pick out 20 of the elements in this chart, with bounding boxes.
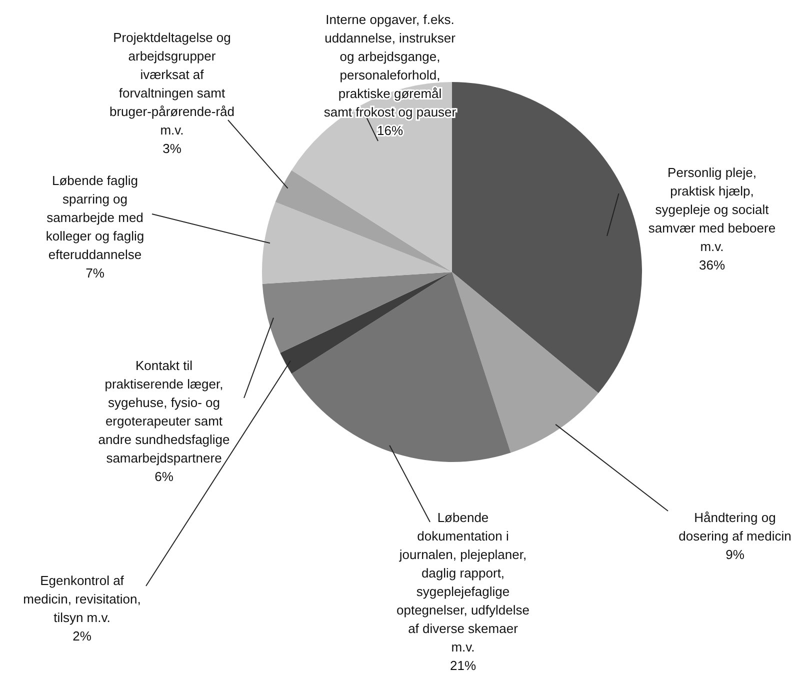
slice-label: Personlig pleje, praktisk hjælp, sygepleje og socialt samvær med beboere m.v. (648, 165, 776, 254)
data-label: 2% (72, 628, 92, 644)
data-label: 21% (450, 658, 476, 673)
slice-label: Løbende faglig sparring og samarbejde med kolleger og faglig efteruddannelse (46, 173, 144, 262)
pie-slice (452, 272, 598, 453)
pie-slice (292, 272, 511, 462)
data-label: 7% (86, 266, 105, 280)
pie-slice (262, 272, 452, 353)
data-label: 9% (726, 547, 745, 562)
slice-label: Løbende dokumentation i journalen, plejeplaner, daglig rapport, sygeplejefaglige optegnelser, udfyldelse af diverse skemaer m.v. (396, 510, 530, 654)
slice-label: Egenkontrol af medicin, revisitation, tilsyn m.v. (23, 573, 141, 625)
data-label: 6% (154, 469, 174, 484)
slice-label: Projektdeltagelse og arbejdsgrupper iværksat af forvaltningen samt bruger-pårørende-råd m.v. (109, 30, 235, 138)
data-label: 16% (376, 123, 404, 138)
slice-label: Kontakt til praktiserende læger, sygehuse, fysio- og ergoterapeuter samt andre sundhedsfaglige samarbejdspartnere (98, 358, 230, 466)
slice-label: Håndtering og dosering af medicin (678, 510, 792, 544)
data-label: 36% (698, 258, 726, 272)
pie-slice (280, 272, 452, 374)
pie-slice (275, 170, 452, 272)
data-label: 3% (162, 141, 182, 156)
